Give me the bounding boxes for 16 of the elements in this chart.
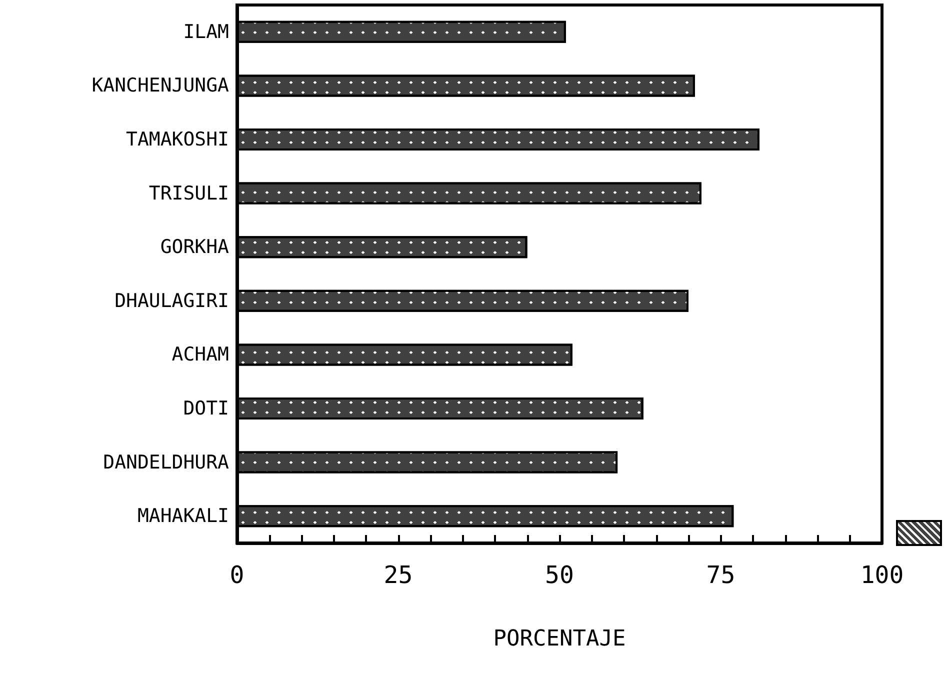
y-tick-label: TAMAKOSHI xyxy=(126,128,229,150)
x-axis-title: PORCENTAJE xyxy=(493,626,626,652)
y-tick-label: ILAM xyxy=(183,20,229,43)
y-tick-label: KANCHENJUNGA xyxy=(92,74,230,97)
x-tick-label: 50 xyxy=(545,561,574,589)
y-tick-label: DHAULAGIRI xyxy=(114,290,229,312)
y-tick-label: DANDELDHURA xyxy=(103,451,230,474)
x-tick-label: 0 xyxy=(230,561,244,589)
x-tick-label: 25 xyxy=(384,561,413,589)
y-tick-label: GORKHA xyxy=(160,236,230,258)
y-tick-label: TRISULI xyxy=(148,182,229,204)
y-tick-label: MAHAKALI xyxy=(137,505,229,528)
x-tick-label: 100 xyxy=(860,561,904,589)
y-tick-label: ACHAM xyxy=(172,344,229,366)
y-tick-label: DOTI xyxy=(183,398,229,420)
x-tick-label: 75 xyxy=(706,561,736,589)
